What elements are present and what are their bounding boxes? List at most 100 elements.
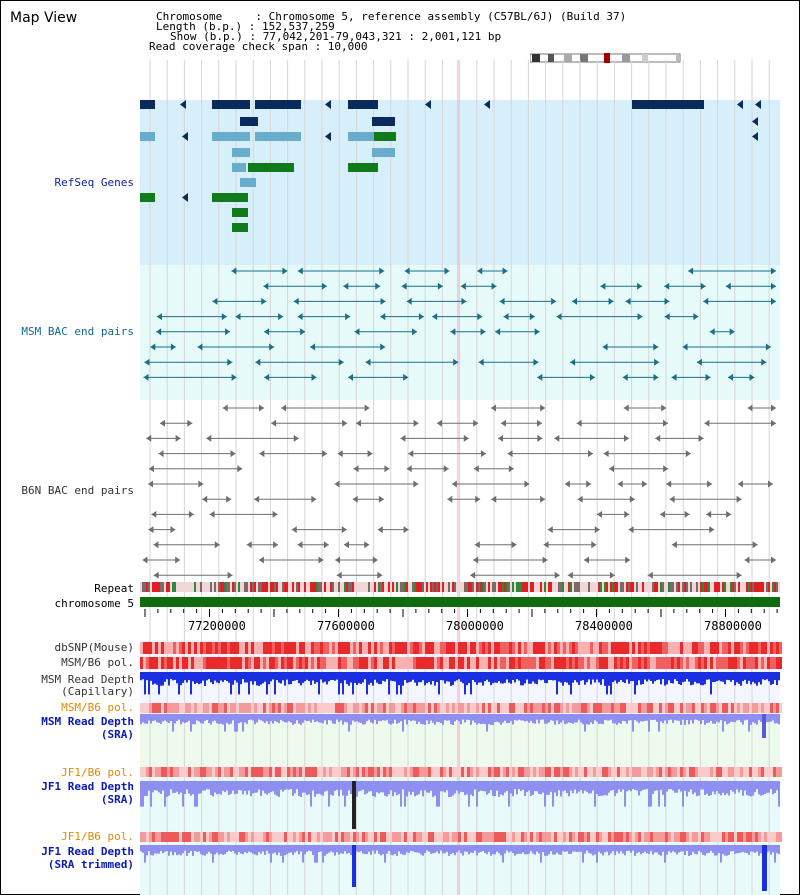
b6n-bac-pair-end-marker <box>588 450 594 458</box>
polymorphism-cell <box>497 642 500 654</box>
jf1-trimmed-depth-bar <box>482 845 484 851</box>
polymorphism-cell <box>467 642 470 654</box>
msm-bac-pair-end-marker <box>255 358 261 366</box>
jf1-trimmed-depth-bar <box>302 845 304 863</box>
msm-capillary-depth-bar <box>606 672 608 695</box>
jf1-trimmed-depth-bar <box>470 845 472 853</box>
jf1-sra-depth-bar <box>656 781 658 791</box>
b6n-bac-pair-end-marker <box>554 434 560 442</box>
b6n-bac-pair-end-marker <box>473 556 479 564</box>
polymorphism-cell <box>605 642 608 654</box>
chromosome-ideogram[interactable] <box>530 53 682 63</box>
msm-sra-depth-bar <box>574 714 576 723</box>
b6n-bac-pair-end-marker <box>142 556 148 564</box>
polymorphism-cell <box>239 767 242 777</box>
polymorphism-cell <box>488 703 491 713</box>
jf1-sra-depth-bar <box>714 781 716 795</box>
b6n-bac-pair-end-marker <box>474 541 480 549</box>
repeat-segment <box>588 582 590 592</box>
jf1-trimmed-depth-bar <box>336 845 338 853</box>
repeat-segment <box>174 582 176 592</box>
repeat-segment <box>642 582 644 592</box>
msm-sra-depth-bar <box>438 714 440 723</box>
polymorphism-cell <box>548 703 551 713</box>
polymorphism-cell <box>734 767 737 777</box>
b6n-bac-pair-end-marker <box>148 480 154 488</box>
polymorphism-cell <box>548 657 551 669</box>
msm-capillary-depth-bar <box>552 672 554 681</box>
b6n-bac-pair-end-marker <box>151 510 157 518</box>
msm-sra-depth-bar <box>158 714 160 723</box>
polymorphism-cell <box>257 767 260 777</box>
msm-capillary-depth-bar <box>768 672 770 682</box>
polymorphism-cell <box>284 703 287 713</box>
polymorphism-cell <box>695 832 698 842</box>
polymorphism-cell <box>752 767 755 777</box>
polymorphism-cell <box>341 703 344 713</box>
polymorphism-cell <box>542 832 545 842</box>
polymorphism-cell <box>368 657 371 669</box>
polymorphism-cell <box>506 642 509 654</box>
polymorphism-cell <box>665 832 668 842</box>
b6n-bac-pair-end-marker <box>736 495 742 503</box>
msm-capillary-depth-bar <box>318 672 320 695</box>
polymorphism-cell <box>743 767 746 777</box>
polymorphism-cell <box>254 767 257 777</box>
repeat-segment <box>488 582 490 592</box>
msm-capillary-depth-bar <box>216 672 218 683</box>
msm-capillary-depth-bar <box>146 672 148 681</box>
repeat-segment <box>158 582 160 592</box>
polymorphism-cell <box>761 832 764 842</box>
polymorphism-cell <box>677 642 680 654</box>
polymorphism-cell <box>503 767 506 777</box>
msm-sra-depth-bar <box>266 714 268 722</box>
polymorphism-cell <box>452 642 455 654</box>
polymorphism-cell <box>149 767 152 777</box>
jf1-trimmed-depth-bar <box>730 845 732 852</box>
polymorphism-cell <box>155 642 158 654</box>
msm-sra-depth-bar <box>740 714 742 723</box>
msm-capillary-depth-bar <box>630 672 632 682</box>
jf1-sra-depth-bar <box>236 781 238 794</box>
polymorphism-cell <box>482 642 485 654</box>
polymorphism-cell <box>323 657 326 669</box>
polymorphism-cell <box>260 703 263 713</box>
polymorphism-cell <box>506 703 509 713</box>
polymorphism-cell <box>308 703 311 713</box>
msm-capillary-depth-bar <box>158 672 160 695</box>
msm-sra-depth-bar <box>756 714 758 725</box>
msm-b6-pol-label: MSM/B6 pol. <box>61 656 134 669</box>
jf1-trimmed-depth-bar <box>580 845 582 852</box>
jf1-sra-depth-bar <box>568 781 570 797</box>
polymorphism-cell <box>644 832 647 842</box>
msm-sra-depth-bar <box>220 714 222 724</box>
polymorphism-cell <box>392 767 395 777</box>
msm-bac-pair-end-marker <box>235 313 241 321</box>
repeat-segment <box>168 582 170 592</box>
jf1-sra-depth-bar <box>254 781 256 793</box>
polymorphism-cell <box>410 832 413 842</box>
b6n-bac-pair-end-marker <box>470 571 476 579</box>
polymorphism-cell <box>767 703 770 713</box>
polymorphism-cell <box>494 832 497 842</box>
polymorphism-cell <box>599 832 602 842</box>
repeat-segment <box>650 582 652 592</box>
polymorphism-cell <box>713 657 716 669</box>
jf1-sra-depth-bar <box>152 781 154 793</box>
msm-sra-depth-bar <box>530 714 532 721</box>
polymorphism-cell <box>626 642 629 654</box>
polymorphism-cell <box>146 832 149 842</box>
polymorphism-cell <box>191 767 194 777</box>
msm-capillary-depth-bar <box>276 672 278 681</box>
polymorphism-cell <box>764 703 767 713</box>
repeat-segment <box>630 582 632 592</box>
jf1-trimmed-depth-bar <box>770 845 772 855</box>
jf1-sra-depth-bar <box>460 781 462 792</box>
jf1-trimmed-depth-bar <box>404 845 406 855</box>
repeat-segment <box>390 582 392 592</box>
polymorphism-cell <box>473 703 476 713</box>
polymorphism-cell <box>281 832 284 842</box>
polymorphism-cell <box>584 767 587 777</box>
repeat-segment <box>664 582 666 592</box>
repeat-segment <box>320 582 322 592</box>
